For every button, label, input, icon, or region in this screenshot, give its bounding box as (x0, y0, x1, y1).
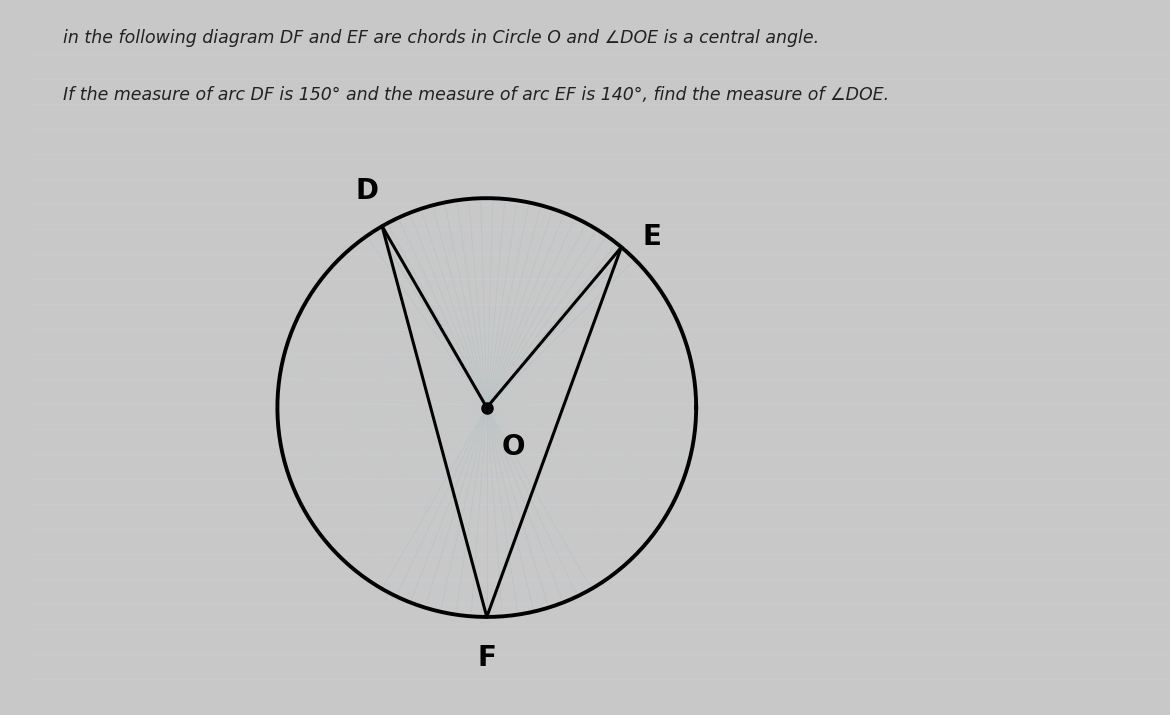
Text: in the following diagram DF and EF are chords in Circle O and ∠DOE is a central : in the following diagram DF and EF are c… (63, 29, 820, 46)
Text: D: D (356, 177, 379, 205)
Text: If the measure of arc DF is 150° and the measure of arc EF is 140°, find the mea: If the measure of arc DF is 150° and the… (63, 86, 889, 104)
Text: F: F (477, 644, 496, 672)
Text: E: E (642, 222, 661, 251)
Text: O: O (502, 433, 525, 460)
